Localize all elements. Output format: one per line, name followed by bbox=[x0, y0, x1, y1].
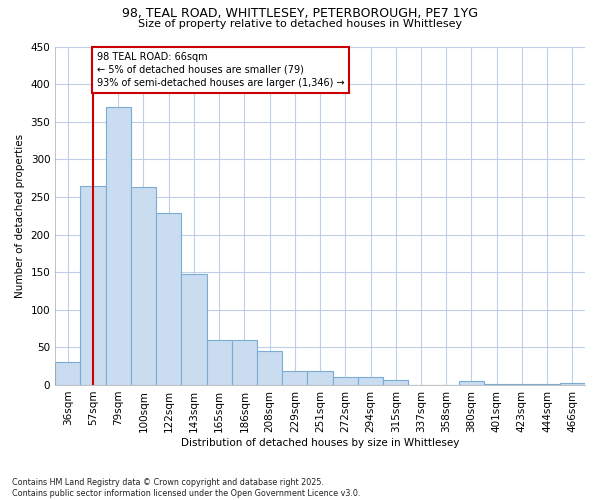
Bar bbox=[206, 340, 232, 385]
Bar bbox=[484, 384, 509, 385]
Bar bbox=[560, 384, 585, 385]
Bar bbox=[307, 372, 332, 385]
X-axis label: Distribution of detached houses by size in Whittlesey: Distribution of detached houses by size … bbox=[181, 438, 459, 448]
Bar bbox=[131, 187, 156, 385]
Bar bbox=[55, 362, 80, 385]
Text: Size of property relative to detached houses in Whittlesey: Size of property relative to detached ho… bbox=[138, 19, 462, 29]
Bar bbox=[358, 378, 383, 385]
Bar bbox=[535, 384, 560, 385]
Text: 98 TEAL ROAD: 66sqm
← 5% of detached houses are smaller (79)
93% of semi-detache: 98 TEAL ROAD: 66sqm ← 5% of detached hou… bbox=[97, 52, 344, 88]
Y-axis label: Number of detached properties: Number of detached properties bbox=[15, 134, 25, 298]
Bar bbox=[106, 106, 131, 385]
Bar bbox=[383, 380, 409, 385]
Bar bbox=[257, 351, 282, 385]
Text: Contains HM Land Registry data © Crown copyright and database right 2025.
Contai: Contains HM Land Registry data © Crown c… bbox=[12, 478, 361, 498]
Text: 98, TEAL ROAD, WHITTLESEY, PETERBOROUGH, PE7 1YG: 98, TEAL ROAD, WHITTLESEY, PETERBOROUGH,… bbox=[122, 8, 478, 20]
Bar bbox=[332, 378, 358, 385]
Bar bbox=[509, 384, 535, 385]
Bar bbox=[232, 340, 257, 385]
Bar bbox=[282, 372, 307, 385]
Bar bbox=[80, 186, 106, 385]
Bar bbox=[156, 214, 181, 385]
Bar bbox=[181, 274, 206, 385]
Bar bbox=[459, 381, 484, 385]
